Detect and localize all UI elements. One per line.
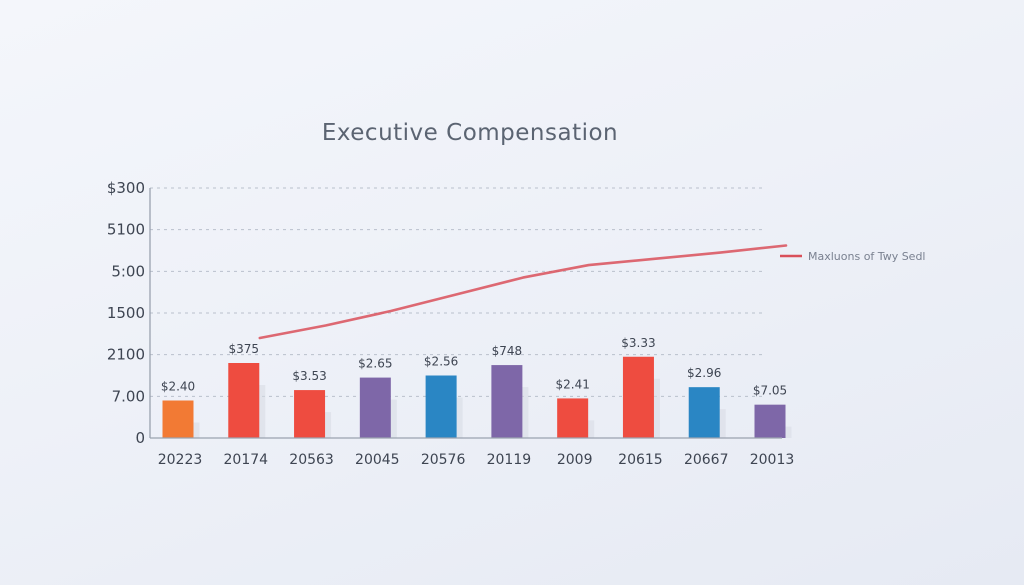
x-tick-label: 20119 <box>487 452 532 468</box>
bar <box>622 356 654 438</box>
y-tick-label: $300 <box>107 179 145 197</box>
bar <box>754 404 786 438</box>
bar <box>162 400 194 438</box>
bar <box>228 363 260 438</box>
y-tick-label: 5100 <box>107 221 145 239</box>
x-axis-ticks: 20223 20174 20563 20045 20576 20119 2009 20615 2… <box>158 452 795 468</box>
y-axis-ticks: 0 7.00 2100 1500 5:00 5100 $300 <box>107 179 145 447</box>
legend-label: Maxluons of Twy Sedl <box>808 250 926 263</box>
chart-title: Executive Compensation <box>322 120 618 146</box>
y-tick-label: 7.00 <box>112 387 145 405</box>
y-tick-label: 5:00 <box>111 262 145 280</box>
data-label: $7.05 <box>753 384 787 398</box>
x-tick-label: 20615 <box>618 452 663 468</box>
data-label: $2.40 <box>161 380 195 394</box>
bar <box>425 375 457 438</box>
x-tick-label: 20013 <box>750 452 795 468</box>
bar <box>359 377 391 438</box>
y-tick-label: 1500 <box>107 304 145 322</box>
bar <box>557 398 589 438</box>
legend: Maxluons of Twy Sedl <box>780 250 926 263</box>
x-tick-label: 20576 <box>421 452 466 468</box>
y-tick-label: 0 <box>135 429 145 447</box>
data-label: $2.41 <box>555 377 589 391</box>
data-label: $2.65 <box>358 357 392 371</box>
trend-line-layer <box>258 244 788 340</box>
x-tick-label: 2009 <box>557 452 593 468</box>
data-label: $3.33 <box>621 336 655 350</box>
data-label: $2.56 <box>424 355 458 369</box>
x-tick-label: 20045 <box>355 452 400 468</box>
x-tick-label: 20667 <box>684 452 729 468</box>
data-label: $2.96 <box>687 366 721 380</box>
y-tick-label: 2100 <box>107 346 145 364</box>
grid-layer <box>150 187 765 397</box>
trend-line <box>258 244 788 340</box>
bar <box>294 390 326 438</box>
bars <box>162 356 786 438</box>
bar <box>491 365 523 438</box>
x-tick-label: 20223 <box>158 452 203 468</box>
x-tick-label: 20563 <box>289 452 334 468</box>
data-label: $748 <box>492 344 523 358</box>
data-labels: $2.40 $375 $3.53 $2.65 $2.56 $748 $2.41 $3.33 $2… <box>161 336 787 398</box>
data-label: $375 <box>229 342 260 356</box>
bar <box>688 387 720 438</box>
x-tick-label: 20174 <box>224 452 269 468</box>
data-label: $3.53 <box>292 369 326 383</box>
axes <box>149 188 782 439</box>
